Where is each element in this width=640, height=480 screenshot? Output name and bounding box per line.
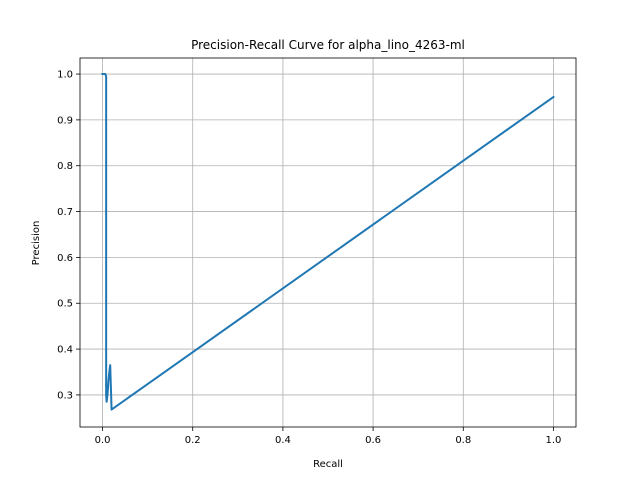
x-tick-label-5: 1.0 [546,435,562,446]
x-tick-label-4: 0.8 [455,435,471,446]
axes-frame [79,57,577,428]
chart-title: Precision-Recall Curve for alpha_lino_42… [191,38,465,52]
y-tick-label-4: 0.7 [57,207,73,218]
y-tick-label-3: 0.6 [57,253,73,264]
y-tick-label-0: 0.3 [57,390,73,401]
x-tick-label-2: 0.4 [275,435,291,446]
y-axis-label: Precision [31,221,42,266]
y-tick-label-6: 0.9 [57,115,73,126]
x-axis-label: Recall [313,459,343,470]
y-tick-label-7: 1.0 [57,70,73,81]
y-tick-label-2: 0.5 [57,299,73,310]
series-layer [101,73,555,411]
grid-lines [80,58,576,427]
x-tick-label-1: 0.2 [185,435,201,446]
tick-marks: 0.0 0.2 0.4 0.6 0.8 1.0 0.3 0.4 0.5 0.6 0.7 0.8 0.9 1… [57,70,561,446]
x-tick-label-3: 0.6 [365,435,381,446]
plot-frame [79,57,577,428]
pr-curve-line-0 [101,73,555,411]
y-tick-label-1: 0.4 [57,345,73,356]
x-tick-label-0: 0.0 [95,435,111,446]
y-tick-label-5: 0.8 [57,161,73,172]
